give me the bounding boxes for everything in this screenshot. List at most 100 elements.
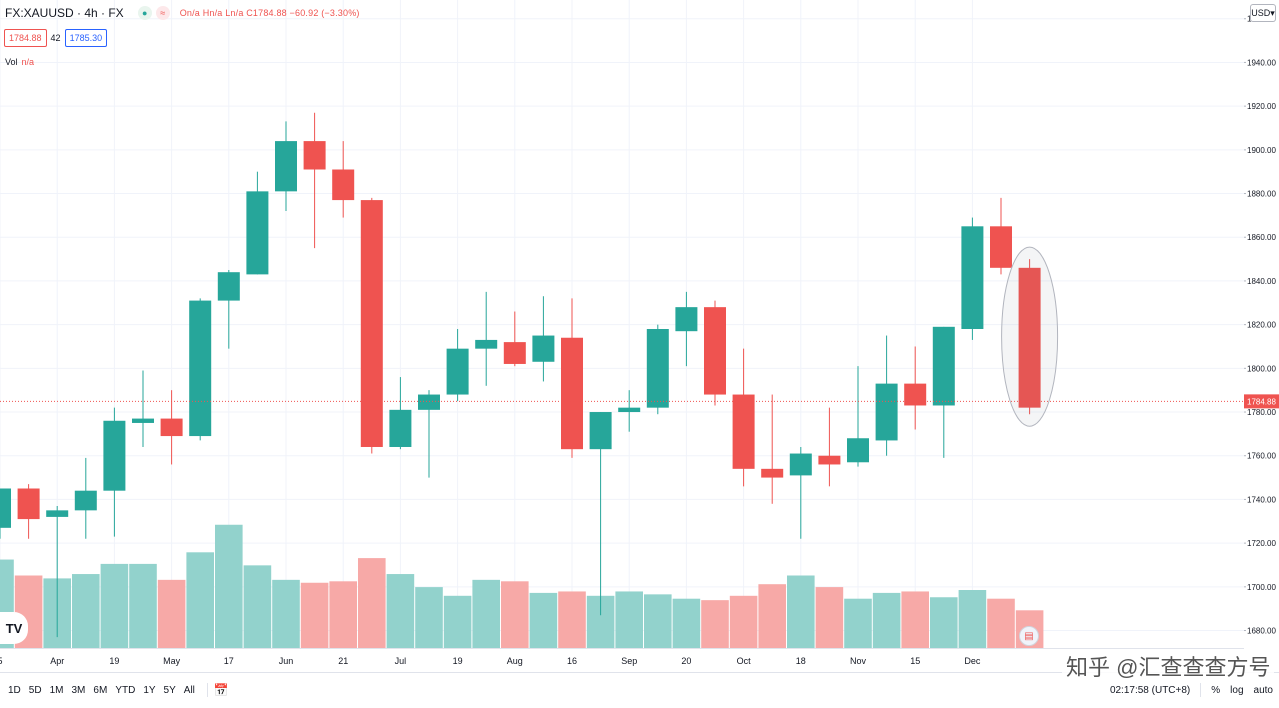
range-button-6m[interactable]: 6M (93, 684, 108, 696)
volume-bar (129, 563, 157, 648)
volume-bar (529, 592, 558, 648)
candle-body[interactable] (189, 300, 212, 437)
candle-body[interactable] (589, 412, 612, 450)
chart-pane[interactable] (0, 0, 1244, 648)
tradingview-logo-icon[interactable]: TV (0, 612, 28, 644)
clock-readout[interactable]: 02:17:58 (UTC+8) (1109, 684, 1191, 696)
candle-body[interactable] (1018, 267, 1041, 408)
highlight-ellipse[interactable] (1001, 246, 1059, 427)
volume-bar (787, 575, 815, 648)
candle-body[interactable] (990, 226, 1012, 268)
time-tick-label: 21 (338, 656, 348, 666)
price-tick-label: 1740.00 (1247, 495, 1276, 504)
time-axis[interactable]: 5 Apr 19 May 17 Jun 21 Jul 19 Aug 16 Sep 20 Oct 18 Nov 1… (0, 648, 1244, 671)
candle-body[interactable] (360, 200, 383, 447)
time-tick-label: Sep (621, 656, 637, 666)
range-button-1m[interactable]: 1M (49, 684, 64, 696)
time-tick-label: 18 (796, 656, 806, 666)
range-button-1y[interactable]: 1Y (143, 684, 156, 696)
price-scale[interactable]: 1680.00 1700.00 1720.00 1740.00 1760.00 1780.… (1244, 0, 1279, 648)
candle-body[interactable] (704, 307, 726, 395)
time-tick-label: 19 (453, 656, 463, 666)
volume-bar (358, 558, 386, 648)
current-price-label: 1784.88 (1247, 397, 1276, 406)
symbol-title[interactable]: FX:XAUUSD · 4h · FX (5, 6, 124, 20)
time-tick-label: 17 (224, 656, 234, 666)
volume-bar (644, 594, 672, 648)
volume-bar (243, 565, 272, 648)
candle-body[interactable] (675, 307, 698, 332)
range-button-all[interactable]: All (183, 684, 195, 696)
candle-body[interactable] (904, 383, 927, 406)
candle-body[interactable] (503, 342, 526, 364)
range-button-3m[interactable]: 3M (71, 684, 86, 696)
volume-bar (186, 552, 214, 648)
candle-body[interactable] (761, 468, 784, 478)
candle-body[interactable] (789, 453, 812, 476)
candle-body[interactable] (532, 335, 555, 362)
volume-bar (930, 597, 958, 648)
candle-body[interactable] (818, 455, 841, 465)
candle-body[interactable] (17, 488, 40, 520)
candle-body[interactable] (74, 490, 97, 511)
candle-body[interactable] (46, 510, 69, 517)
candle-body[interactable] (303, 141, 326, 170)
buy-price-button[interactable]: 1785.30 (64, 29, 108, 47)
volume-bar (901, 591, 929, 648)
candle-body[interactable] (475, 339, 498, 349)
candle-body[interactable] (132, 418, 154, 423)
candle-body[interactable] (246, 191, 269, 275)
auto-toggle[interactable]: auto (1253, 684, 1273, 696)
currency-button[interactable]: USD▾ (1250, 4, 1276, 22)
range-button-ytd[interactable]: YTD (115, 684, 136, 696)
candle-body[interactable] (389, 409, 412, 447)
candle-body[interactable] (875, 383, 898, 441)
volume-bar (215, 524, 243, 648)
percent-toggle[interactable]: % (1211, 684, 1221, 696)
candle-body[interactable] (332, 169, 355, 201)
volume-bar (729, 595, 758, 648)
candle-body[interactable] (217, 272, 240, 301)
volume-bar (615, 591, 643, 648)
calendar-icon[interactable]: 📅 (206, 683, 229, 697)
indicator-icon[interactable]: ≈ (155, 6, 170, 20)
candle-body[interactable] (103, 420, 126, 491)
candle-body[interactable] (961, 226, 984, 329)
volume-bar (958, 590, 987, 648)
volume-bar (300, 582, 329, 648)
candle-body[interactable] (418, 394, 440, 410)
candle-body[interactable] (0, 488, 11, 528)
volume-bar (844, 598, 872, 648)
price-tick-label: 1840.00 (1247, 277, 1276, 286)
candle-body[interactable] (561, 337, 583, 450)
price-tick-label: 1800.00 (1247, 364, 1276, 373)
candle-body[interactable] (275, 141, 297, 192)
volume-label: Vol (5, 57, 18, 67)
time-tick-label: 15 (910, 656, 920, 666)
candle-body[interactable] (160, 418, 183, 437)
zhihu-watermark: 知乎 @汇查查查方号 (1062, 650, 1275, 682)
candle-body[interactable] (646, 329, 669, 408)
range-button-5d[interactable]: 5D (28, 684, 42, 696)
candle-body[interactable] (732, 394, 755, 469)
candle-body[interactable] (932, 326, 955, 406)
sell-price-button[interactable]: 1784.88 (4, 29, 47, 47)
eye-icon[interactable]: ● (137, 6, 152, 20)
price-tick-label: 1860.00 (1247, 233, 1276, 242)
range-button-1d[interactable]: 1D (8, 684, 21, 696)
log-toggle[interactable]: log (1230, 684, 1244, 696)
candle-body[interactable] (446, 348, 469, 395)
volume-bar (72, 574, 100, 648)
range-button-5y[interactable]: 5Y (163, 684, 176, 696)
volume-bar (157, 579, 186, 648)
candle-body[interactable] (618, 407, 641, 413)
price-tick-label: 1920.00 (1247, 102, 1276, 111)
symbol-legend: FX:XAUUSD · 4h · FX ● ≈ On/a Hn/a Ln/a C… (5, 6, 360, 20)
volume-bar (443, 595, 472, 648)
price-tick-label: 1940.00 (1247, 58, 1276, 67)
us-flag-icon[interactable]: ▤ (1019, 626, 1039, 646)
time-tick-label: Jul (395, 656, 407, 666)
candlestick-chart[interactable] (0, 0, 1244, 648)
candle-body[interactable] (847, 438, 869, 463)
volume-bar (987, 598, 1015, 648)
